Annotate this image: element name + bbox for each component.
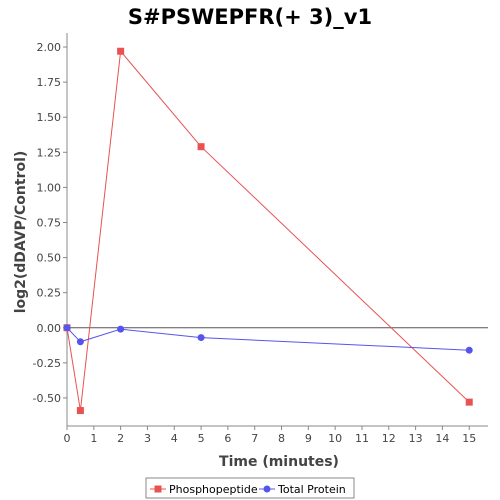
y-tick-label: 2.00 <box>37 41 62 54</box>
x-tick-label: 3 <box>144 432 151 445</box>
x-tick-label: 10 <box>328 432 342 445</box>
data-point <box>465 398 473 406</box>
data-point <box>197 143 205 151</box>
legend-label: Phosphopeptide <box>169 483 258 496</box>
x-tick-label: 7 <box>251 432 258 445</box>
x-tick-label: 6 <box>224 432 231 445</box>
x-tick-label: 15 <box>462 432 476 445</box>
data-point <box>197 334 205 342</box>
x-tick-label: 12 <box>382 432 396 445</box>
legend-item: Phosphopeptide <box>150 483 258 496</box>
y-tick-label: 0.25 <box>37 287 62 300</box>
y-tick-label: 1.25 <box>37 146 62 159</box>
legend-marker <box>263 485 271 493</box>
x-tick-label: 2 <box>117 432 124 445</box>
y-tick-label: 0.50 <box>37 252 62 265</box>
y-tick-label: 1.50 <box>37 111 62 124</box>
x-tick-label: 0 <box>64 432 71 445</box>
legend: Phosphopeptide Total Protein <box>145 477 355 499</box>
x-tick-label: 4 <box>171 432 178 445</box>
y-tick-label: 0.00 <box>37 322 62 335</box>
legend-item: Total Protein <box>259 483 346 496</box>
y-tick-label: -0.50 <box>33 392 61 405</box>
legend-label: Total Protein <box>277 483 346 496</box>
legend-marker <box>154 485 162 493</box>
data-point <box>76 338 84 346</box>
x-tick-label: 9 <box>305 432 312 445</box>
series-layer <box>63 47 473 415</box>
x-axis-label: Time (minutes) <box>219 454 339 470</box>
chart-title: S#PSWEPFR(+ 3)_v1 <box>128 5 372 29</box>
y-axis: -0.50 -0.25 0.00 0.25 0.50 0.75 1.00 1.25 1.50 1.… <box>33 33 68 426</box>
y-tick-label: 1.00 <box>37 181 62 194</box>
x-tick-label: 11 <box>355 432 369 445</box>
y-tick-label: 0.75 <box>37 216 62 229</box>
legend-box <box>145 477 355 499</box>
x-axis: 0 1 2 3 4 5 6 7 8 9 10 11 12 13 14 15 <box>64 425 488 445</box>
x-tick-label: 13 <box>409 432 423 445</box>
data-point <box>117 47 125 55</box>
series-1 <box>63 324 473 354</box>
data-point <box>465 346 473 354</box>
data-point <box>117 325 125 333</box>
y-tick-label: 1.75 <box>37 76 62 89</box>
plot-area <box>67 33 488 426</box>
y-tick-label: -0.25 <box>33 357 61 370</box>
x-tick-label: 5 <box>198 432 205 445</box>
x-tick-label: 14 <box>435 432 449 445</box>
legend-items: Phosphopeptide Total Protein <box>150 483 346 496</box>
x-tick-label: 8 <box>278 432 285 445</box>
x-tick-label: 1 <box>90 432 97 445</box>
y-axis-label: log2(dDAVP/Control) <box>13 151 29 314</box>
data-point <box>76 407 84 415</box>
data-point <box>63 324 71 332</box>
